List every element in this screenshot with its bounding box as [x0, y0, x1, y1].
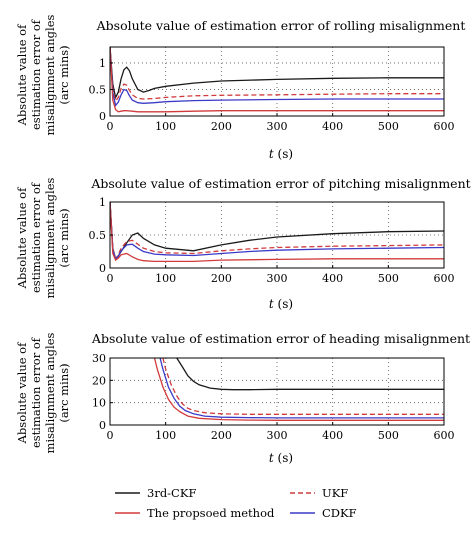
- y-tick-label: 0: [99, 262, 106, 275]
- x-tick-label: 200: [211, 429, 232, 442]
- y-tick-label: 0.5: [89, 229, 107, 242]
- y-axis-label-line-2: estimation error of: [29, 182, 43, 293]
- x-tick-label: 300: [267, 429, 288, 442]
- x-axis-label-unit: (s): [274, 147, 293, 161]
- y-axis-label-line-1: Absolute value of: [15, 24, 29, 126]
- legend-label-proposed: The propsoed method: [147, 506, 275, 520]
- x-tick-label: 600: [434, 272, 455, 285]
- series-line-ukf: [110, 47, 444, 103]
- x-axis-label-var: t: [269, 451, 274, 465]
- series-line-3rd-ckf: [110, 47, 444, 100]
- x-tick-label: 300: [267, 272, 288, 285]
- heading-chart: Absolute value of estimation error of he…: [15, 331, 470, 465]
- series-line-cdkf: [110, 202, 444, 261]
- y-axis-label-line-4: (arc mins): [57, 363, 71, 422]
- x-tick-label: 400: [322, 120, 343, 133]
- y-axis-label-line-4: (arc mins): [57, 45, 71, 104]
- x-axis-label-var: t: [269, 147, 274, 161]
- chart-title: Absolute value of estimation error of he…: [91, 331, 470, 346]
- x-tick-label: 200: [211, 272, 232, 285]
- x-tick-label: 0: [107, 272, 114, 285]
- x-axis-label-unit: (s): [274, 297, 293, 311]
- x-tick-label: 0: [107, 120, 114, 133]
- x-tick-label: 100: [155, 120, 176, 133]
- x-tick-label: 500: [378, 429, 399, 442]
- y-tick-label: 0: [99, 110, 106, 123]
- legend-label-cdkf: CDKF: [322, 506, 357, 520]
- y-axis-label-line-1: Absolute value of: [15, 342, 29, 444]
- x-tick-label: 500: [378, 272, 399, 285]
- series-line-3rd-ckf: [176, 358, 444, 391]
- y-tick-label: 30: [92, 352, 106, 365]
- series-line-cdkf: [159, 358, 444, 419]
- plot-frame: [109, 46, 445, 117]
- x-tick-label: 500: [378, 120, 399, 133]
- rolling-chart: Absolute value of estimation error of ro…: [15, 14, 465, 161]
- pitching-chart: Absolute value of estimation error of pi…: [15, 176, 471, 311]
- y-tick-label: 1: [99, 57, 106, 70]
- y-tick-label: 20: [92, 374, 106, 387]
- x-axis-label: t (s): [269, 147, 293, 161]
- y-axis-label-line-2: estimation error of: [29, 19, 43, 130]
- x-tick-label: 400: [322, 272, 343, 285]
- y-tick-label: 1: [99, 196, 106, 209]
- y-axis-label-line-3: misalignment angles: [43, 332, 57, 453]
- legend-label-ukf: UKF: [322, 486, 348, 500]
- legend-label-3rd-ckf: 3rd-CKF: [147, 486, 196, 500]
- legend: 3rd-CKF UKF The propsoed method CDKF: [115, 486, 357, 520]
- series-line-the-propsoed-method: [110, 202, 444, 263]
- x-axis-label-unit: (s): [274, 451, 293, 465]
- y-axis-label-line-3: misalignment angles: [43, 177, 57, 298]
- series-line-ukf: [162, 358, 444, 415]
- x-tick-label: 600: [434, 120, 455, 133]
- y-tick-label: 10: [92, 397, 106, 410]
- x-tick-label: 600: [434, 429, 455, 442]
- x-axis-label-var: t: [269, 297, 274, 311]
- y-axis-label-line-4: (arc mins): [57, 208, 71, 267]
- series-line-the-propsoed-method: [153, 358, 444, 421]
- chart-title: Absolute value of estimation error of ro…: [96, 18, 466, 33]
- series-line-cdkf: [110, 47, 444, 107]
- x-tick-label: 100: [155, 272, 176, 285]
- y-axis-label-line-1: Absolute value of: [15, 187, 29, 289]
- x-axis-label: t (s): [269, 451, 293, 465]
- x-tick-label: 100: [155, 429, 176, 442]
- y-tick-label: 0: [99, 419, 106, 432]
- x-axis-label: t (s): [269, 297, 293, 311]
- series-line-the-propsoed-method: [110, 47, 444, 113]
- y-axis-label-line-2: estimation error of: [29, 337, 43, 448]
- series-line-ukf: [110, 202, 444, 261]
- x-tick-label: 200: [211, 120, 232, 133]
- x-tick-label: 300: [267, 120, 288, 133]
- x-tick-label: 0: [107, 429, 114, 442]
- x-tick-label: 400: [322, 429, 343, 442]
- chart-title: Absolute value of estimation error of pi…: [90, 176, 470, 191]
- y-axis-label-line-3: misalignment angles: [43, 14, 57, 135]
- y-tick-label: 0.5: [89, 83, 107, 96]
